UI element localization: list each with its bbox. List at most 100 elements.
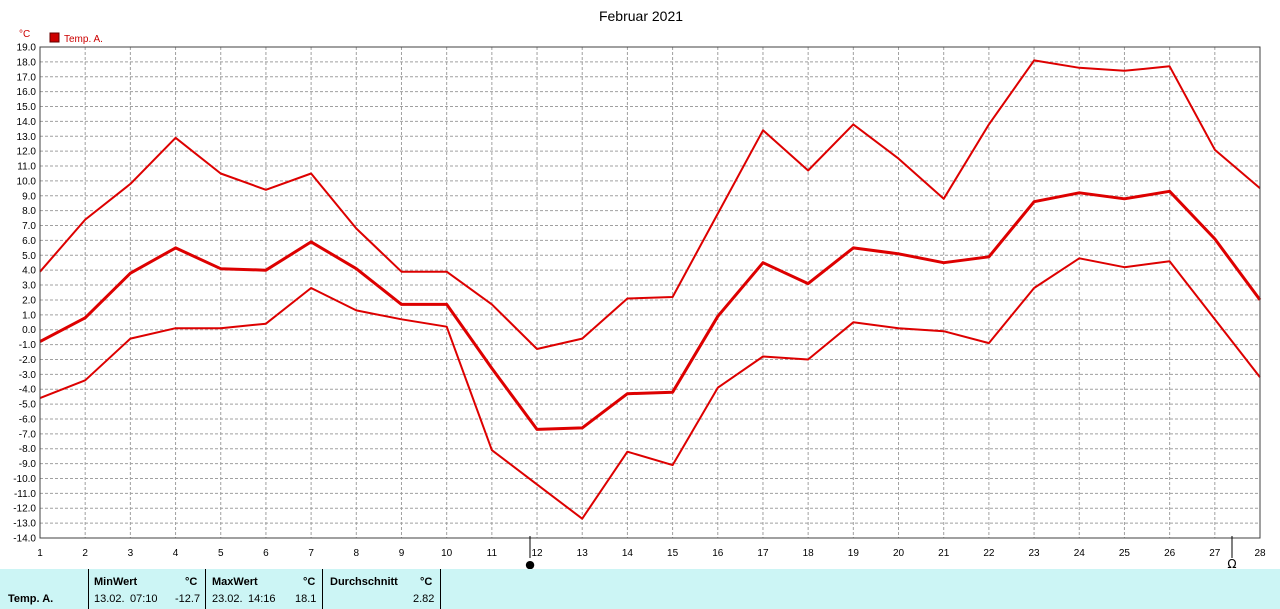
max-time: 14:16	[248, 593, 276, 605]
x-tick-label: 26	[1164, 548, 1176, 559]
x-tick-label: 15	[667, 548, 679, 559]
x-tick-label: 27	[1209, 548, 1221, 559]
y-tick-label: -13.0	[13, 519, 36, 530]
avg-header: Durchschnitt	[330, 576, 398, 588]
x-tick-label: 13	[577, 548, 589, 559]
temperature-chart: Februar 2021 °C Temp. A. 19.018.017.016.…	[13, 8, 1266, 569]
y-tick-label: -11.0	[14, 489, 36, 500]
x-tick-label: 23	[1029, 548, 1041, 559]
x-tick-label: 6	[263, 548, 269, 559]
x-tick-label: 24	[1074, 548, 1086, 559]
series-line-min	[39, 257, 1261, 520]
y-tick-label: 13.0	[17, 132, 37, 143]
chart-grid	[39, 46, 1261, 539]
y-tick-label: -5.0	[19, 400, 37, 411]
y-tick-label: -2.0	[19, 355, 37, 366]
x-tick-label: 2	[82, 548, 88, 559]
avg-unit: °C	[420, 576, 433, 588]
min-header: MinWert	[94, 576, 138, 588]
chart-title: Februar 2021	[599, 8, 683, 24]
y-tick-label: 6.0	[22, 236, 36, 247]
y-tick-label: -3.0	[19, 370, 37, 381]
y-tick-label: 15.0	[17, 102, 37, 113]
y-tick-label: -12.0	[13, 504, 36, 515]
y-tick-label: 16.0	[17, 87, 37, 98]
x-tick-label: 22	[983, 548, 995, 559]
stats-row-label-cell: Temp. A.	[0, 569, 88, 609]
x-tick-label: 11	[487, 548, 498, 559]
x-tick-label: 10	[441, 548, 453, 559]
y-tick-label: -9.0	[19, 459, 37, 470]
y-tick-label: 14.0	[17, 117, 37, 128]
stats-divider	[322, 569, 323, 609]
min-unit: °C	[185, 576, 198, 588]
min-time: 07:10	[130, 593, 158, 605]
y-tick-label: -7.0	[19, 429, 37, 440]
series-line-max	[39, 59, 1261, 350]
x-tick-label: 18	[803, 548, 815, 559]
stats-row-label: Temp. A.	[8, 593, 54, 605]
max-header: MaxWert	[212, 576, 258, 588]
y-tick-label: 1.0	[22, 310, 36, 321]
stats-min-cell: MinWert °C 13.02. 07:10 -12.7	[89, 569, 205, 609]
x-tick-label: 4	[173, 548, 179, 559]
moon-marker-icon: Ω	[1227, 557, 1236, 569]
chart-series	[39, 59, 1262, 520]
min-date: 13.02.	[94, 593, 125, 605]
y-tick-label: 0.0	[22, 325, 36, 336]
y-tick-label: 19.0	[17, 43, 37, 54]
y-tick-label: -1.0	[19, 340, 37, 351]
x-tick-label: 5	[218, 548, 224, 559]
y-tick-label: 10.0	[17, 176, 37, 187]
x-tick-label: 3	[128, 548, 134, 559]
x-tick-label: 1	[37, 548, 43, 559]
stats-avg-cell: Durchschnitt °C 2.82	[323, 569, 440, 609]
max-unit: °C	[303, 576, 316, 588]
y-tick-label: 11.0	[17, 162, 36, 173]
stats-divider	[440, 569, 441, 609]
avg-value: 2.82	[413, 593, 435, 605]
y-tick-label: 12.0	[17, 147, 37, 158]
y-tick-label: -4.0	[19, 385, 37, 396]
y-tick-label: 7.0	[22, 221, 36, 232]
x-tick-label: 8	[354, 548, 360, 559]
y-axis-ticks: 19.0 18.0 17.0 16.0 15.0 14.0 13.0 12.0 11.0 10.0…	[13, 43, 36, 545]
x-tick-label: 7	[308, 548, 314, 559]
legend-swatch	[49, 32, 60, 43]
x-tick-label: 16	[712, 548, 724, 559]
x-tick-label: 12	[531, 548, 543, 559]
stats-max-cell: MaxWert °C 23.02. 14:16 18.1	[206, 569, 322, 609]
y-tick-label: 8.0	[22, 206, 36, 217]
x-tick-label: 9	[399, 548, 405, 559]
max-date: 23.02.	[212, 593, 243, 605]
series-line-avg	[39, 189, 1262, 431]
stats-divider	[205, 569, 206, 609]
y-tick-label: 4.0	[22, 266, 36, 277]
x-tick-label: 25	[1119, 548, 1131, 559]
y-tick-label: 3.0	[22, 281, 36, 292]
y-tick-label: -8.0	[19, 444, 37, 455]
x-tick-label: 20	[893, 548, 905, 559]
y-axis-unit: °C	[19, 29, 30, 40]
x-tick-label: 28	[1254, 548, 1266, 559]
min-value: -12.7	[175, 593, 201, 605]
y-tick-label: -10.0	[13, 474, 36, 485]
y-tick-label: -6.0	[19, 414, 37, 425]
max-value: 18.1	[295, 593, 317, 605]
statistics-panel: Temp. A. MinWert °C 13.02. 07:10 -12.7 M…	[0, 569, 1280, 609]
sun-marker-icon: ●	[525, 558, 535, 569]
x-tick-label: 21	[938, 548, 950, 559]
y-tick-label: 9.0	[22, 191, 36, 202]
legend-label: Temp. A.	[64, 34, 103, 45]
x-axis-ticks: 1 2 3 4 5 6 7 8 9 10 11 12 13 14 15 16 17 18 19 20 21 22 23 24 2…	[37, 548, 1266, 559]
y-tick-label: -14.0	[13, 534, 36, 545]
x-tick-label: 19	[848, 548, 860, 559]
plot-frame	[39, 46, 1261, 539]
y-tick-label: 17.0	[17, 72, 37, 83]
x-tick-label: 17	[757, 548, 769, 559]
y-tick-label: 18.0	[17, 57, 37, 68]
stats-divider	[88, 569, 89, 609]
y-tick-label: 5.0	[22, 251, 36, 262]
x-tick-label: 14	[622, 548, 634, 559]
y-tick-label: 2.0	[22, 295, 36, 306]
